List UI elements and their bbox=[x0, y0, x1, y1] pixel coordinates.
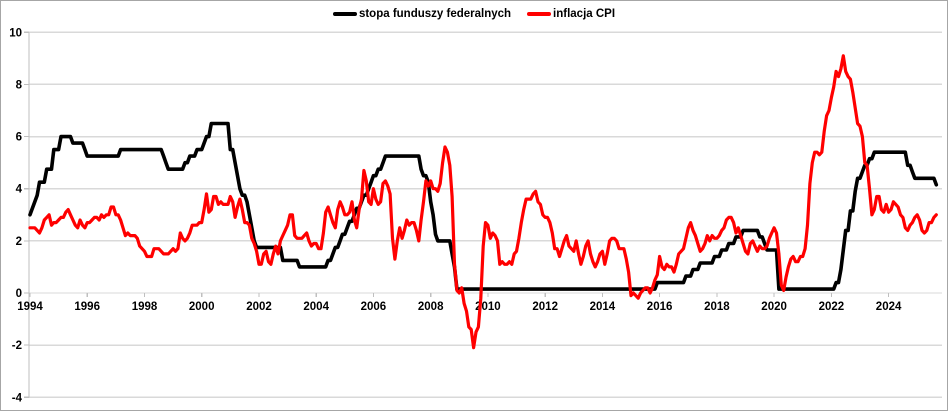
svg-text:1998: 1998 bbox=[132, 301, 158, 313]
svg-text:2: 2 bbox=[16, 236, 22, 248]
svg-text:2008: 2008 bbox=[418, 301, 444, 313]
svg-text:0: 0 bbox=[16, 288, 22, 300]
svg-text:-2: -2 bbox=[12, 340, 22, 352]
svg-text:-4: -4 bbox=[12, 392, 23, 404]
svg-text:4: 4 bbox=[16, 184, 23, 196]
svg-text:6: 6 bbox=[16, 132, 22, 144]
svg-text:1996: 1996 bbox=[74, 301, 100, 313]
svg-text:2006: 2006 bbox=[361, 301, 387, 313]
svg-text:2024: 2024 bbox=[876, 301, 902, 313]
svg-text:2002: 2002 bbox=[246, 301, 272, 313]
svg-text:2022: 2022 bbox=[819, 301, 845, 313]
svg-text:2000: 2000 bbox=[189, 301, 215, 313]
svg-text:2004: 2004 bbox=[303, 301, 329, 313]
svg-text:2012: 2012 bbox=[532, 301, 558, 313]
svg-text:2018: 2018 bbox=[704, 301, 730, 313]
svg-text:10: 10 bbox=[9, 27, 22, 39]
svg-text:2020: 2020 bbox=[761, 301, 787, 313]
svg-text:1994: 1994 bbox=[17, 301, 43, 313]
svg-text:2014: 2014 bbox=[590, 301, 616, 313]
svg-text:8: 8 bbox=[16, 79, 23, 91]
svg-text:2016: 2016 bbox=[647, 301, 673, 313]
